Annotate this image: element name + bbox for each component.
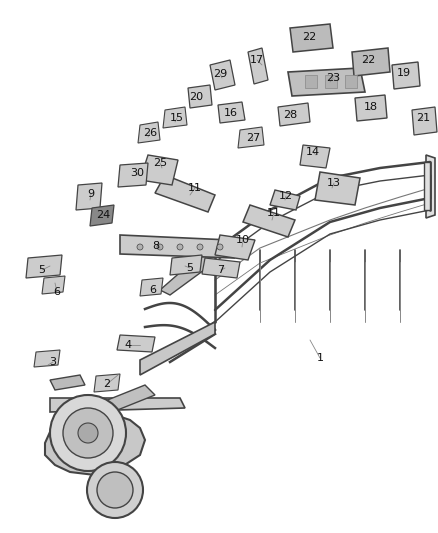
Text: 15: 15 bbox=[170, 113, 184, 123]
Polygon shape bbox=[243, 205, 295, 237]
Polygon shape bbox=[424, 162, 430, 210]
Text: 24: 24 bbox=[96, 210, 110, 220]
Text: 7: 7 bbox=[217, 265, 225, 275]
Polygon shape bbox=[218, 102, 245, 123]
Circle shape bbox=[97, 472, 133, 508]
Circle shape bbox=[63, 408, 113, 458]
Polygon shape bbox=[160, 250, 215, 295]
Polygon shape bbox=[325, 75, 337, 88]
Polygon shape bbox=[138, 122, 160, 143]
Text: 11: 11 bbox=[267, 208, 281, 218]
Text: 20: 20 bbox=[189, 92, 203, 102]
Circle shape bbox=[177, 244, 183, 250]
Polygon shape bbox=[315, 172, 360, 205]
Polygon shape bbox=[70, 385, 155, 425]
Text: 21: 21 bbox=[416, 113, 430, 123]
Polygon shape bbox=[355, 95, 387, 121]
Polygon shape bbox=[210, 60, 235, 90]
Polygon shape bbox=[94, 374, 120, 392]
Circle shape bbox=[137, 244, 143, 250]
Text: 3: 3 bbox=[49, 357, 57, 367]
Polygon shape bbox=[248, 48, 268, 84]
Polygon shape bbox=[120, 235, 235, 258]
Text: 30: 30 bbox=[130, 168, 144, 178]
Text: 23: 23 bbox=[326, 73, 340, 83]
Polygon shape bbox=[278, 103, 310, 126]
Text: 6: 6 bbox=[53, 287, 60, 297]
Text: 5: 5 bbox=[187, 263, 194, 273]
Circle shape bbox=[197, 244, 203, 250]
Text: 1: 1 bbox=[317, 353, 324, 363]
Polygon shape bbox=[352, 48, 390, 76]
Polygon shape bbox=[140, 322, 215, 375]
Text: 19: 19 bbox=[397, 68, 411, 78]
Polygon shape bbox=[290, 24, 333, 52]
Polygon shape bbox=[45, 412, 145, 475]
Polygon shape bbox=[118, 163, 148, 187]
Text: 28: 28 bbox=[283, 110, 297, 120]
Polygon shape bbox=[345, 75, 357, 88]
Circle shape bbox=[50, 395, 126, 471]
Polygon shape bbox=[140, 278, 163, 296]
Polygon shape bbox=[34, 350, 60, 367]
Text: 22: 22 bbox=[302, 32, 316, 42]
Polygon shape bbox=[188, 85, 212, 108]
Polygon shape bbox=[26, 255, 62, 278]
Text: 27: 27 bbox=[246, 133, 260, 143]
Text: 2: 2 bbox=[103, 379, 110, 389]
Polygon shape bbox=[412, 107, 437, 135]
Text: 22: 22 bbox=[361, 55, 375, 65]
Polygon shape bbox=[392, 62, 420, 89]
Polygon shape bbox=[155, 175, 215, 212]
Polygon shape bbox=[140, 155, 178, 185]
Text: 8: 8 bbox=[152, 241, 159, 251]
Text: 29: 29 bbox=[213, 69, 227, 79]
Text: 4: 4 bbox=[124, 340, 131, 350]
Polygon shape bbox=[117, 335, 155, 352]
Circle shape bbox=[157, 244, 163, 250]
Text: 25: 25 bbox=[153, 158, 167, 168]
Polygon shape bbox=[42, 276, 65, 294]
Polygon shape bbox=[90, 205, 114, 226]
Polygon shape bbox=[215, 235, 255, 260]
Text: 26: 26 bbox=[143, 128, 157, 138]
Polygon shape bbox=[288, 68, 365, 96]
Polygon shape bbox=[163, 107, 187, 128]
Circle shape bbox=[87, 462, 143, 518]
Text: 9: 9 bbox=[88, 189, 95, 199]
Circle shape bbox=[78, 423, 98, 443]
Polygon shape bbox=[170, 255, 202, 275]
Polygon shape bbox=[270, 190, 300, 210]
Text: 10: 10 bbox=[236, 235, 250, 245]
Polygon shape bbox=[238, 127, 264, 148]
Polygon shape bbox=[426, 155, 435, 218]
Polygon shape bbox=[76, 183, 102, 210]
Text: 11: 11 bbox=[188, 183, 202, 193]
Text: 12: 12 bbox=[279, 191, 293, 201]
Polygon shape bbox=[300, 145, 330, 168]
Text: 16: 16 bbox=[224, 108, 238, 118]
Text: 18: 18 bbox=[364, 102, 378, 112]
Circle shape bbox=[217, 244, 223, 250]
Text: 17: 17 bbox=[250, 55, 264, 65]
Polygon shape bbox=[50, 398, 185, 412]
Text: 5: 5 bbox=[39, 265, 46, 275]
Text: 14: 14 bbox=[306, 147, 320, 157]
Text: 13: 13 bbox=[327, 178, 341, 188]
Polygon shape bbox=[202, 258, 240, 278]
Polygon shape bbox=[305, 75, 317, 88]
Text: 6: 6 bbox=[149, 285, 156, 295]
Polygon shape bbox=[50, 375, 85, 390]
